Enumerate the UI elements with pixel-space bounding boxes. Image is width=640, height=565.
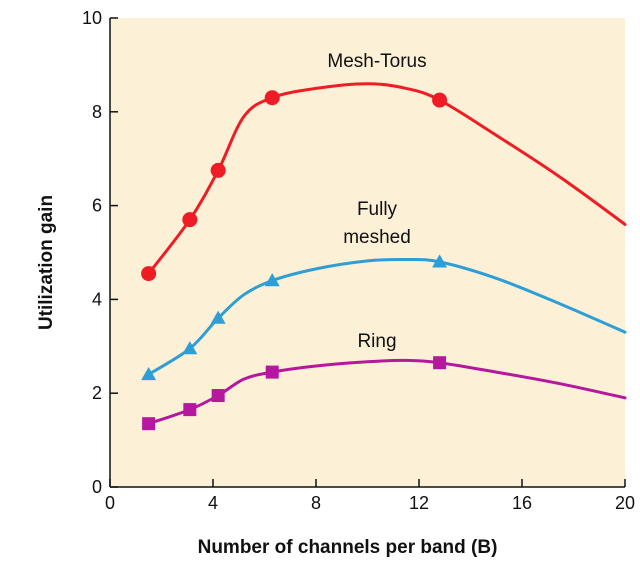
x-tick-label: 16 [512,493,532,513]
y-axis-ticks: 0 2 4 6 8 10 [82,8,118,497]
y-tick-label: 6 [92,196,102,216]
ring-marker [433,356,447,370]
x-tick-label: 20 [615,493,635,513]
x-tick-label: 8 [311,493,321,513]
fully-meshed-marker [264,273,280,287]
ring-marker [211,389,225,403]
ring-marker [142,417,156,431]
fully-meshed-marker [141,366,157,381]
x-axis-ticks: 0 4 8 12 16 20 [105,479,635,513]
fully-meshed-series-label: Fully [357,199,398,220]
fully-meshed-marker [432,254,448,268]
x-tick-label: 12 [409,493,429,513]
mesh-torus-marker [210,162,226,178]
fully-meshed-marker [182,341,198,355]
axes [109,18,625,488]
fully-meshed-series-label: meshed [343,227,411,248]
y-tick-label: 4 [92,289,102,309]
ring-marker [183,403,197,417]
y-tick-label: 2 [92,383,102,403]
mesh-torus-marker [141,266,157,282]
y-tick-label: 8 [92,102,102,122]
ring-series-label: Ring [357,331,396,352]
series-labels: Mesh-Torus Fully meshed Ring [327,51,426,352]
plot-area [110,18,625,487]
ring-marker [265,365,279,379]
y-tick-label: 10 [82,8,102,28]
mesh-torus-marker [182,212,198,228]
mesh-torus-marker [432,92,448,108]
x-axis-label: Number of channels per band (B) [198,537,498,558]
series-layer [141,82,627,431]
y-axis-label: Utilization gain [36,195,57,330]
mesh-torus-series-label: Mesh-Torus [327,51,426,72]
fully-meshed-marker [210,310,226,324]
y-tick-label: 0 [92,477,102,497]
x-tick-label: 4 [208,493,218,513]
mesh-torus-marker [264,90,280,106]
x-tick-label: 0 [105,493,115,513]
